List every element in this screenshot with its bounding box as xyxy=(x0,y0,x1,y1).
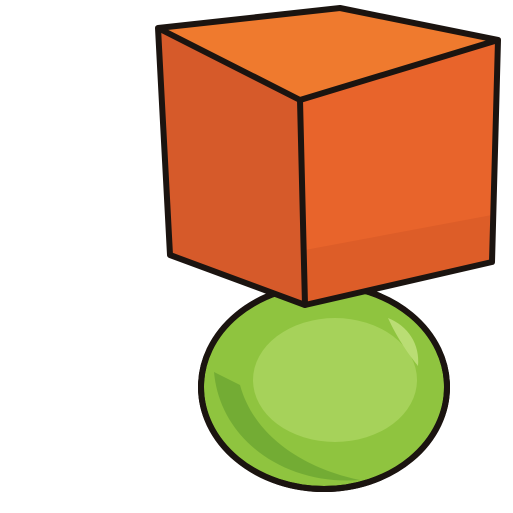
sphere-shadow xyxy=(214,372,360,481)
cube-outline xyxy=(155,5,501,308)
sphere-core-light xyxy=(253,318,417,442)
cube-left-face xyxy=(158,28,305,305)
orange-cube xyxy=(155,5,501,308)
cube-top-face xyxy=(158,8,498,100)
sphere-highlight xyxy=(388,318,419,366)
cube-front-face xyxy=(300,40,498,305)
green-sphere xyxy=(198,282,450,492)
cube-vertical-edge xyxy=(297,97,308,308)
cube-front-shade xyxy=(305,215,492,305)
